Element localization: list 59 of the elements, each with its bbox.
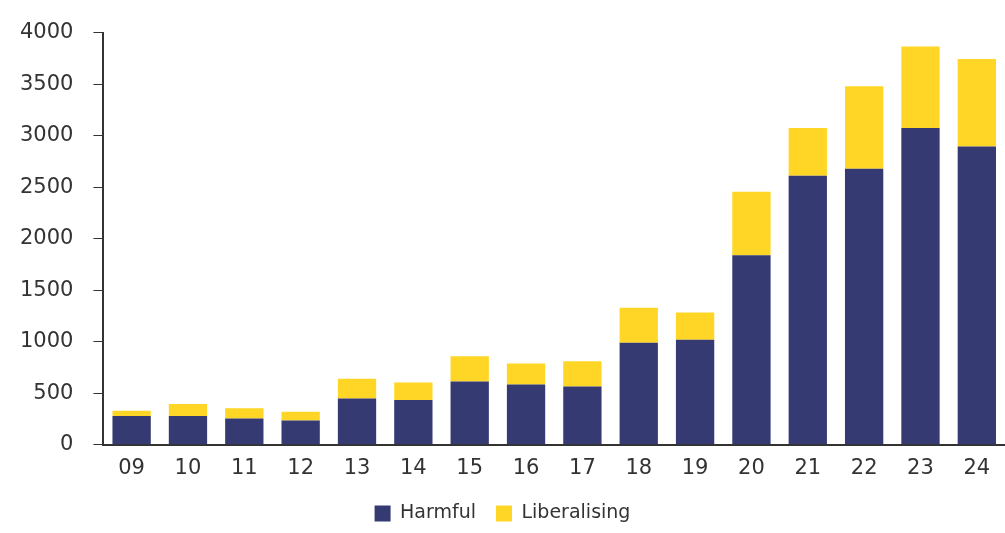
bar [168, 415, 208, 445]
y-tick-label: 2500 [19, 173, 74, 198]
bar [112, 415, 151, 445]
bar [337, 378, 377, 399]
x-tick-label: 22 [850, 454, 878, 479]
bar [901, 46, 940, 128]
bar [675, 312, 715, 340]
x-tick-label: 14 [399, 454, 427, 479]
bar [225, 408, 264, 419]
bar [225, 418, 264, 445]
bar [563, 386, 602, 445]
x-tick-label: 17 [569, 454, 596, 479]
bar [506, 384, 546, 445]
x-tick-label: 10 [174, 454, 202, 479]
bar [112, 410, 151, 416]
bar [619, 342, 658, 445]
x-tick-label: 19 [681, 454, 709, 479]
bar [450, 356, 489, 382]
x-tick-label: 11 [230, 454, 258, 479]
y-tick-label: 1000 [19, 328, 74, 353]
bar [732, 191, 771, 256]
x-tick-label: 21 [794, 454, 822, 479]
bar [619, 307, 658, 343]
bar [732, 255, 771, 445]
x-tick-label: 18 [625, 454, 653, 479]
bar [675, 339, 715, 445]
x-tick-label: 20 [738, 454, 765, 479]
x-tick-label: 16 [512, 454, 540, 479]
bar [788, 175, 827, 445]
bar [844, 168, 884, 445]
bar [957, 146, 996, 445]
y-tick-label: 4000 [19, 19, 74, 44]
bar [901, 127, 940, 445]
bar [563, 361, 602, 387]
x-tick-label: 23 [907, 454, 934, 479]
bar [788, 127, 827, 176]
bar [168, 404, 208, 416]
bar [394, 382, 433, 400]
x-tick-label: 24 [963, 454, 991, 479]
bar [394, 399, 433, 445]
y-tick-label: 3000 [19, 122, 74, 147]
bar [450, 381, 489, 445]
bar [506, 363, 546, 385]
bar [844, 86, 884, 169]
x-tick-label: 13 [343, 454, 371, 479]
y-tick-label: 1500 [19, 276, 74, 301]
bar [281, 411, 320, 421]
y-tick-label: 500 [33, 379, 74, 404]
y-tick-label: 2000 [19, 225, 74, 250]
y-tick-label: 0 [60, 431, 74, 456]
x-tick-label: 15 [456, 454, 484, 479]
legend-label: Liberalising [521, 500, 631, 523]
legend-label: Harmful [400, 500, 477, 523]
y-tick-label: 3500 [19, 70, 74, 95]
bar [957, 58, 996, 147]
x-tick-label: 12 [287, 454, 315, 479]
bar [281, 420, 320, 445]
x-tick-label: 09 [118, 454, 145, 479]
bar [337, 398, 377, 445]
